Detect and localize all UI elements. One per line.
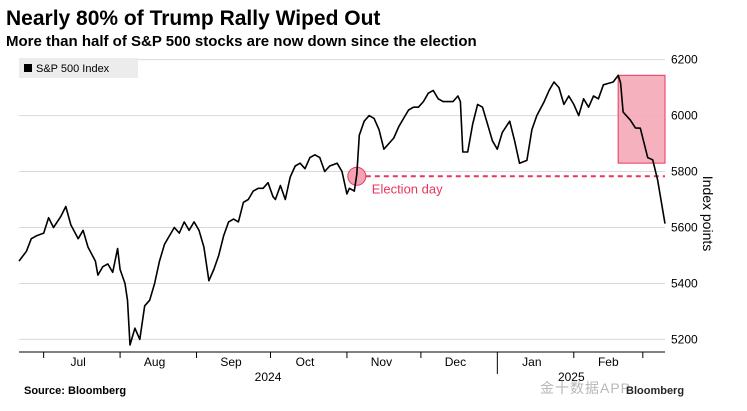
y-tick-label-6200: 6200 — [671, 53, 698, 67]
chart-subtitle: More than half of S&P 500 stocks are now… — [6, 33, 477, 50]
legend-swatch — [24, 64, 32, 72]
x-tick-label-feb: Feb — [598, 355, 619, 369]
y-tick-label-5800: 5800 — [671, 165, 698, 179]
chart-title: Nearly 80% of Trump Rally Wiped Out — [6, 7, 381, 30]
y-axis-title: Index points — [700, 176, 716, 252]
y-tick-label-6000: 6000 — [671, 109, 698, 123]
election-day-label: Election day — [372, 181, 443, 196]
x-tick-label-aug: Aug — [144, 355, 165, 369]
y-tick-label-5600: 5600 — [671, 221, 698, 235]
y-tick-label-5200: 5200 — [671, 332, 698, 346]
legend-label: S&P 500 Index — [36, 63, 110, 75]
x-tick-label-sep: Sep — [220, 355, 242, 369]
x-tick-label-oct: Oct — [296, 355, 315, 369]
sp500-series-line — [18, 74, 666, 346]
x-tick-label-nov: Nov — [371, 355, 392, 369]
watermark-text: 金十数据APP — [540, 380, 632, 396]
legend-box — [19, 58, 138, 78]
selloff-highlight-box — [617, 74, 666, 164]
x-tick-label-jul: Jul — [71, 355, 86, 369]
x-tick-label-jan: Jan — [522, 355, 541, 369]
source-note: Source: Bloomberg — [24, 385, 127, 397]
y-tick-label-5400: 5400 — [671, 276, 698, 290]
x-tick-label-dec: Dec — [445, 355, 466, 369]
year-label-2025: 2025 — [558, 370, 585, 384]
bloomberg-brand-mark: Bloomberg — [626, 385, 685, 397]
year-label-2024: 2024 — [255, 370, 282, 384]
